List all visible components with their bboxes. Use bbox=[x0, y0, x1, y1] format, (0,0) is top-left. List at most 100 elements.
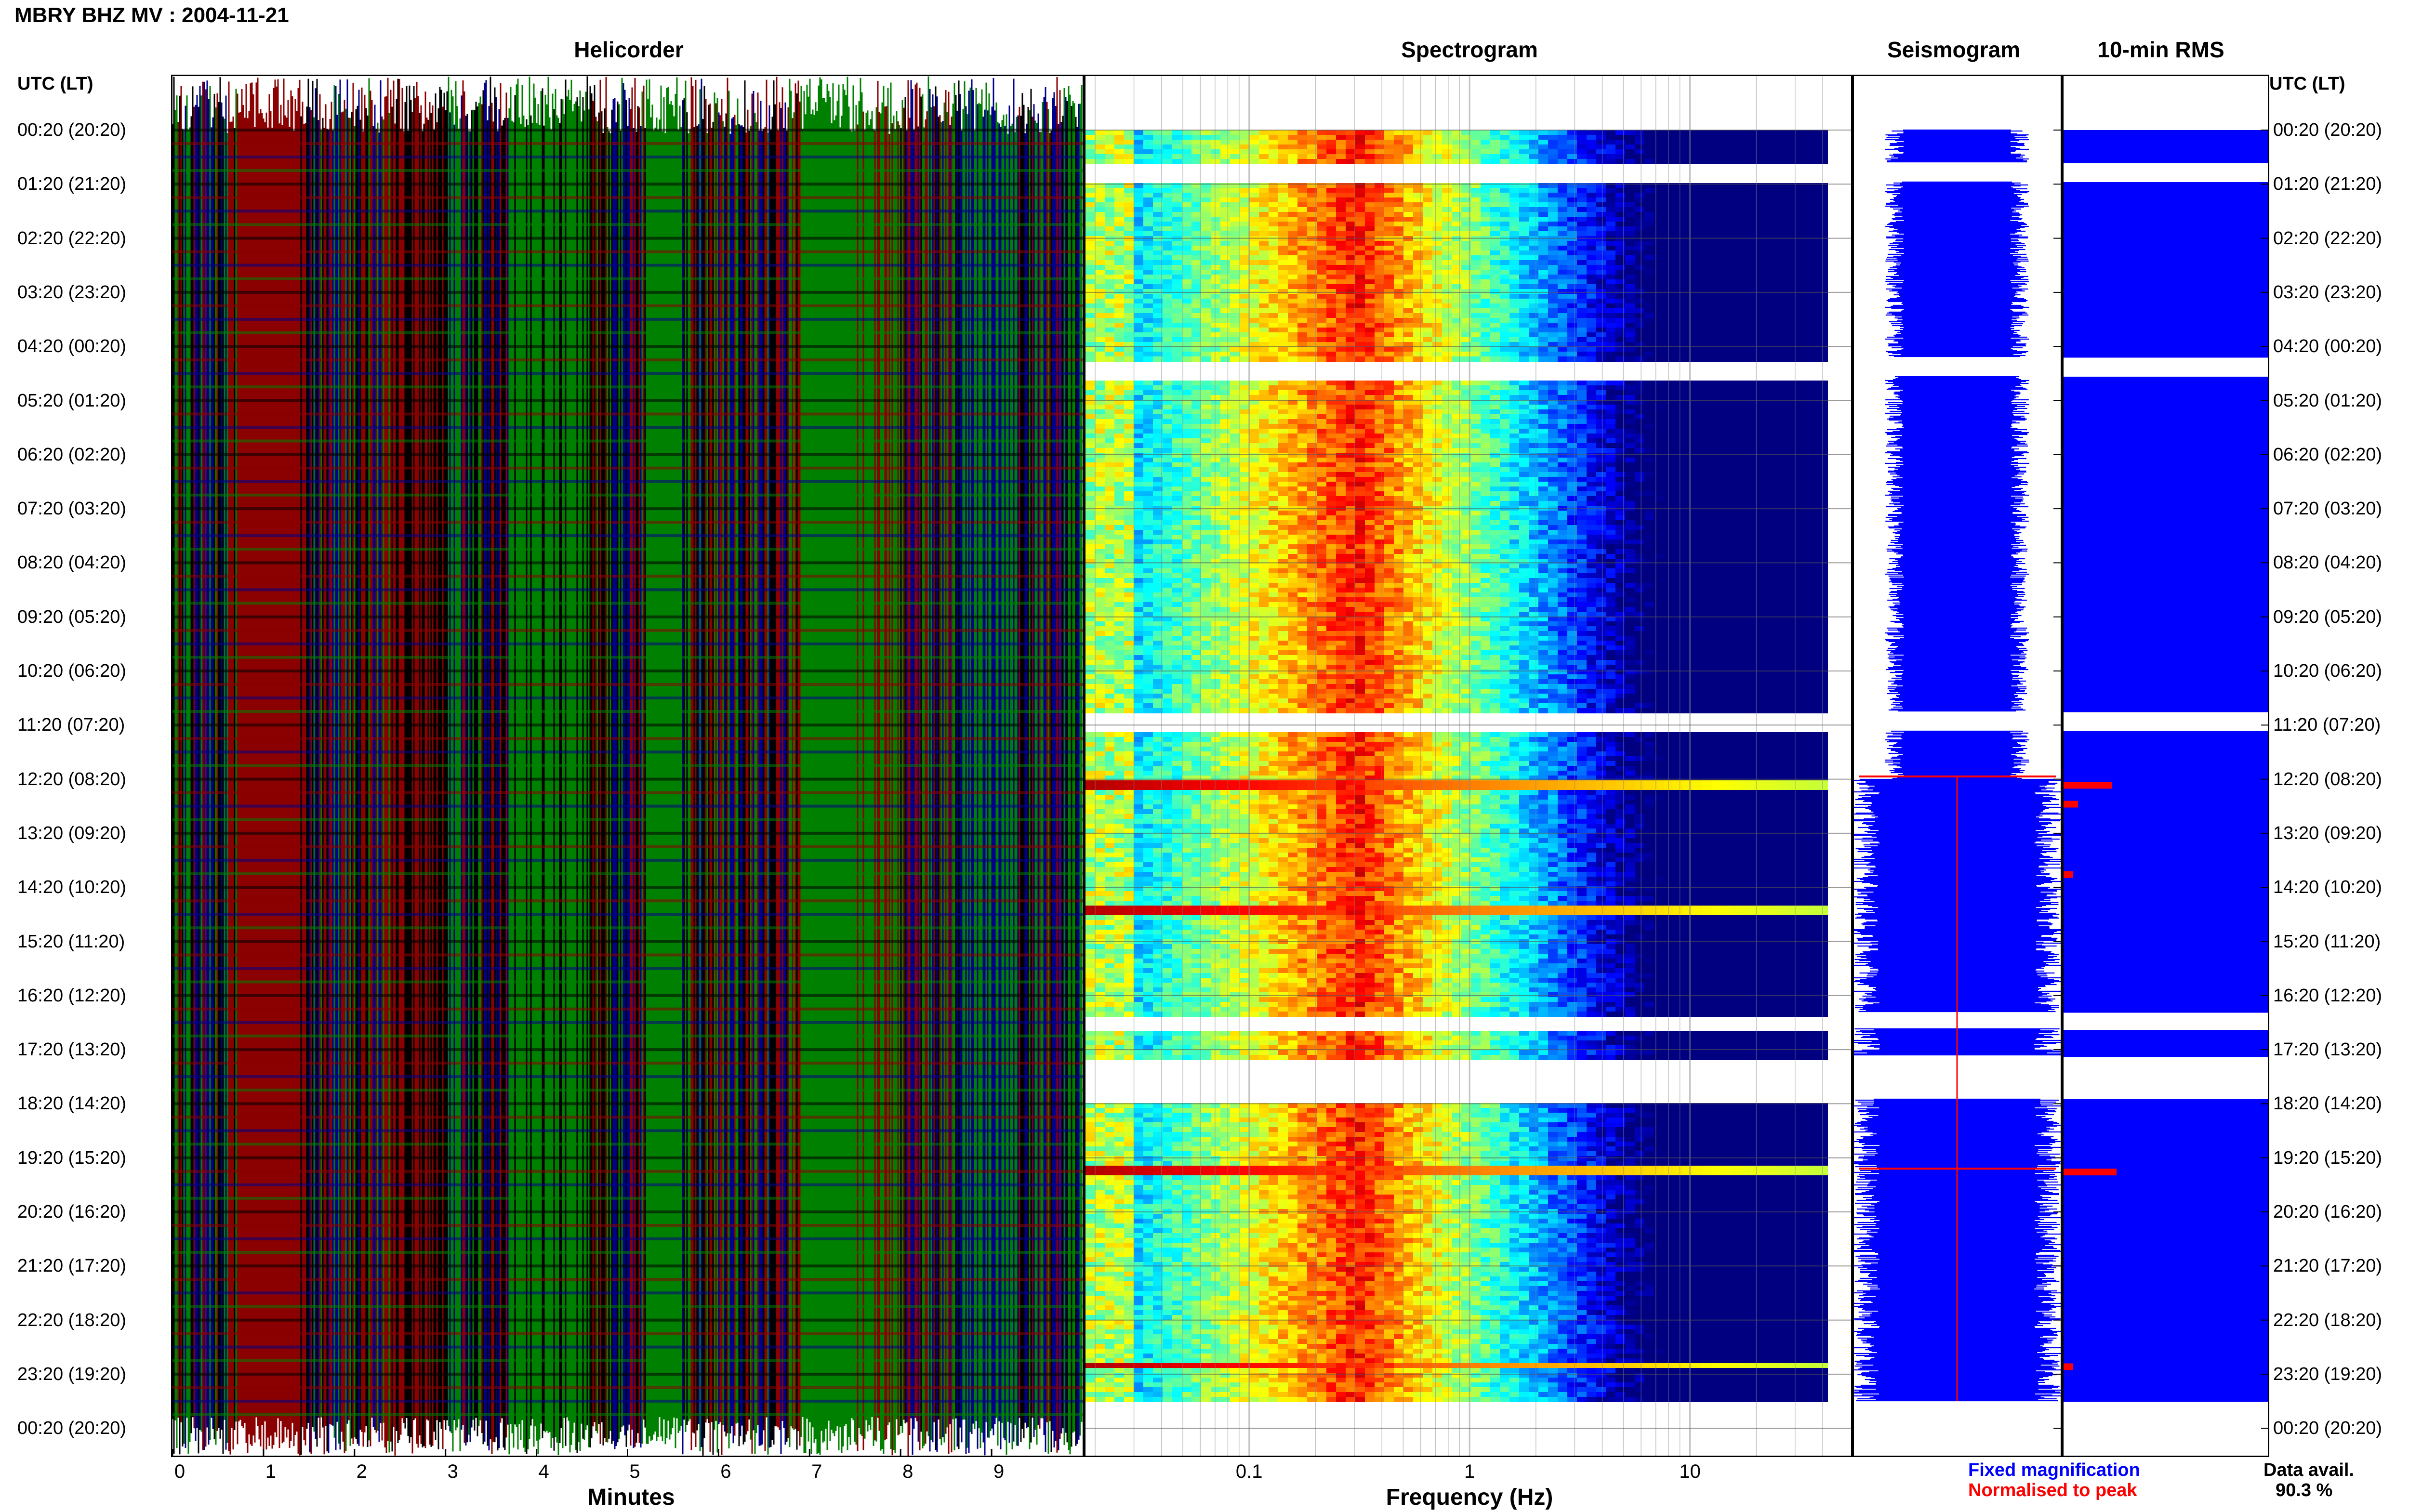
spectrogram-cell bbox=[1452, 246, 1462, 251]
spectrogram-cell bbox=[1105, 231, 1115, 237]
spectrogram-cell bbox=[1201, 323, 1211, 328]
spectrogram-cell bbox=[1596, 212, 1606, 217]
spectrogram-cell bbox=[1789, 299, 1799, 304]
spectrogram-cell bbox=[1317, 409, 1327, 415]
spectrogram-cell bbox=[1355, 299, 1365, 304]
spectrogram-cell bbox=[1693, 159, 1703, 164]
spectrogram-cell bbox=[1240, 255, 1250, 261]
spectrogram-cell bbox=[1721, 303, 1732, 309]
spectrogram-cell bbox=[1403, 265, 1414, 270]
spectrogram-cell bbox=[1124, 270, 1134, 275]
spectrogram-cell bbox=[1259, 270, 1269, 275]
spectrogram-cell bbox=[1548, 414, 1558, 420]
spectrogram-cell bbox=[1587, 270, 1597, 275]
spectrogram-cell bbox=[1644, 197, 1655, 203]
spectrogram-cell bbox=[1587, 313, 1597, 318]
spectrogram-cell bbox=[1596, 145, 1606, 150]
spectrogram-cell bbox=[1172, 395, 1182, 400]
spectrogram-cell bbox=[1452, 385, 1462, 391]
spectrogram-cell bbox=[1625, 197, 1635, 203]
spectrogram-cell bbox=[1105, 222, 1115, 227]
spectrogram-cell bbox=[1808, 149, 1818, 155]
spectrogram-cell bbox=[1760, 255, 1770, 261]
spectrogram-cell bbox=[1336, 241, 1346, 246]
spectrogram-cell bbox=[1693, 294, 1703, 299]
right-hour-label: 11:20 (07:20) bbox=[2273, 716, 2381, 734]
spectrogram-cell bbox=[1635, 231, 1645, 237]
spectrogram-cell bbox=[1770, 395, 1780, 400]
spectrogram-cell bbox=[1481, 231, 1491, 237]
left-hour-label: 21:20 (17:20) bbox=[17, 1257, 126, 1275]
spectrogram-cell bbox=[1114, 265, 1125, 270]
spectrogram-cell bbox=[1760, 159, 1770, 164]
spectrogram-cell bbox=[1731, 284, 1741, 289]
spectrogram-cell bbox=[1355, 429, 1365, 434]
spectrogram-cell bbox=[1240, 207, 1250, 212]
spectrogram-cell bbox=[1625, 352, 1635, 357]
spectrogram-cell bbox=[1278, 424, 1288, 429]
spectrogram-cell bbox=[1269, 332, 1279, 338]
spectrogram-cell bbox=[1789, 332, 1799, 338]
spectrogram-cell bbox=[1317, 303, 1327, 309]
spectrogram-cell bbox=[1770, 405, 1780, 410]
right-hour-label: 01:20 (21:20) bbox=[2273, 175, 2382, 193]
spectrogram-cell bbox=[1471, 149, 1481, 155]
spectrogram-cell bbox=[1741, 197, 1751, 203]
right-hour-label: 13:20 (09:20) bbox=[2273, 824, 2382, 842]
spectrogram-cell bbox=[1124, 405, 1134, 410]
spectrogram-cell bbox=[1355, 149, 1365, 155]
spectrogram-cell bbox=[1712, 159, 1722, 164]
spectrogram-cell bbox=[1490, 265, 1500, 270]
spectrogram-cell bbox=[1288, 347, 1298, 352]
spectrogram-cell bbox=[1808, 250, 1818, 256]
spectrogram-cell bbox=[1808, 308, 1818, 314]
spectrogram-cell bbox=[1625, 294, 1635, 299]
spectrogram-cell bbox=[1105, 414, 1115, 420]
spectrogram-cell bbox=[1365, 429, 1375, 434]
spectrogram-cell bbox=[1683, 289, 1693, 294]
spectrogram-cell bbox=[1394, 188, 1404, 193]
spectrogram-cell bbox=[1326, 246, 1337, 251]
spectrogram-cell bbox=[1124, 395, 1134, 400]
spectrogram-cell bbox=[1220, 275, 1231, 280]
spectrogram-cell bbox=[1365, 149, 1375, 155]
spectrogram-cell bbox=[1172, 231, 1182, 237]
spectrogram-cell bbox=[1712, 303, 1722, 309]
spectrogram-cell bbox=[1635, 241, 1645, 246]
spectrogram-cell bbox=[1384, 347, 1394, 352]
spectrogram-cell bbox=[1673, 318, 1683, 323]
spectrogram-cell bbox=[1240, 308, 1250, 314]
spectrogram-cell bbox=[1336, 308, 1346, 314]
spectrogram-cell bbox=[1673, 414, 1683, 420]
spectrogram-cell bbox=[1163, 347, 1173, 352]
spectrogram-cell bbox=[1693, 145, 1703, 150]
spectrogram-cell bbox=[1760, 414, 1770, 420]
spectrogram-cell bbox=[1635, 250, 1645, 256]
spectrogram-cell bbox=[1750, 188, 1760, 193]
spectrogram-cell bbox=[1558, 260, 1568, 265]
spectrogram-cell bbox=[1538, 275, 1549, 280]
spectrogram-cell bbox=[1249, 279, 1259, 285]
spectrogram-cell bbox=[1114, 395, 1125, 400]
spectrogram-cell bbox=[1326, 279, 1337, 285]
spectrogram-cell bbox=[1432, 197, 1443, 203]
spectrogram-cell bbox=[1731, 159, 1741, 164]
spectrogram-cell bbox=[1240, 424, 1250, 429]
spectrogram-cell bbox=[1693, 140, 1703, 145]
spectrogram-cell bbox=[1230, 405, 1240, 410]
spectrogram-cell bbox=[1548, 409, 1558, 415]
spectrogram-cell bbox=[1452, 424, 1462, 429]
spectrogram-cell bbox=[1538, 308, 1549, 314]
spectrogram-cell bbox=[1269, 356, 1279, 362]
spectrogram-cell bbox=[1375, 337, 1385, 342]
spectrogram-cell bbox=[1394, 332, 1404, 338]
spectrogram-cell bbox=[1365, 332, 1375, 338]
spectrogram-cell bbox=[1644, 299, 1655, 304]
spectrogram-cell bbox=[1731, 323, 1741, 328]
spectrogram-cell bbox=[1413, 231, 1423, 237]
spectrogram-cell bbox=[1644, 275, 1655, 280]
spectrogram-cell bbox=[1355, 270, 1365, 275]
spectrogram-cell bbox=[1326, 347, 1337, 352]
spectrogram-cell bbox=[1269, 265, 1279, 270]
spectrogram-cell bbox=[1134, 395, 1144, 400]
